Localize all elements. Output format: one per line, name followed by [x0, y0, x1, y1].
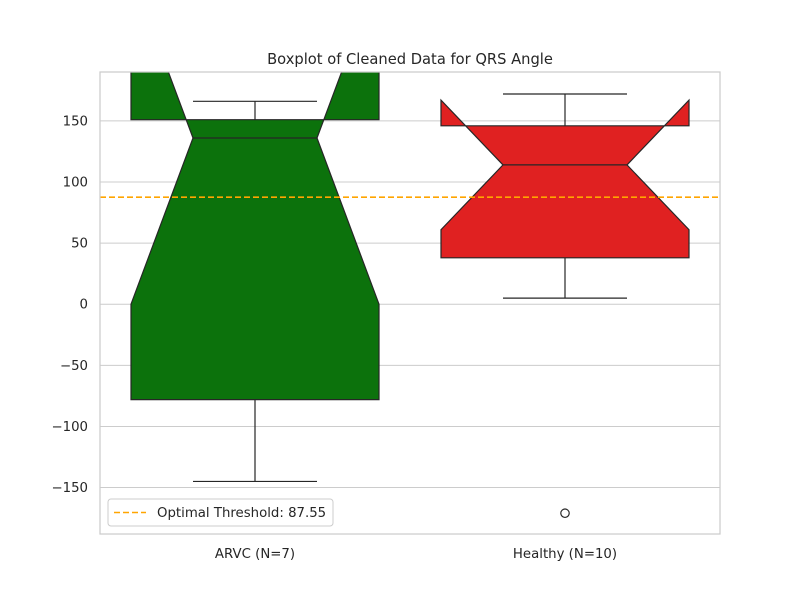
- plot-frame: [99, 71, 721, 535]
- y-tick-label: −100: [51, 420, 88, 435]
- y-tick-label: 150: [63, 114, 88, 129]
- y-tick-labels: −150 −100 −50 0 50 100 150: [51, 114, 88, 496]
- outlier-point: [560, 508, 570, 519]
- legend-threshold-label: Optimal Threshold: 87.55: [157, 506, 326, 521]
- y-tick-label: −50: [60, 359, 88, 374]
- y-tick-label: 50: [71, 237, 88, 252]
- y-tick-label: −150: [51, 481, 88, 496]
- boxes: [130, 72, 690, 519]
- y-tick-label: 100: [63, 176, 88, 191]
- box-body: [440, 98, 690, 259]
- x-tick-label: Healthy (N=10): [513, 547, 617, 562]
- box-1: [440, 93, 690, 519]
- y-tick-label: 0: [80, 298, 88, 313]
- x-tick-label: ARVC (N=7): [215, 547, 295, 562]
- legend: Optimal Threshold: 87.55: [107, 498, 334, 527]
- box-0: [130, 72, 380, 483]
- legend-frame: [107, 498, 334, 527]
- box-body: [130, 72, 380, 401]
- chart-title: Boxplot of Cleaned Data for QRS Angle: [267, 51, 553, 68]
- x-tick-labels: ARVC (N=7) Healthy (N=10): [215, 547, 617, 562]
